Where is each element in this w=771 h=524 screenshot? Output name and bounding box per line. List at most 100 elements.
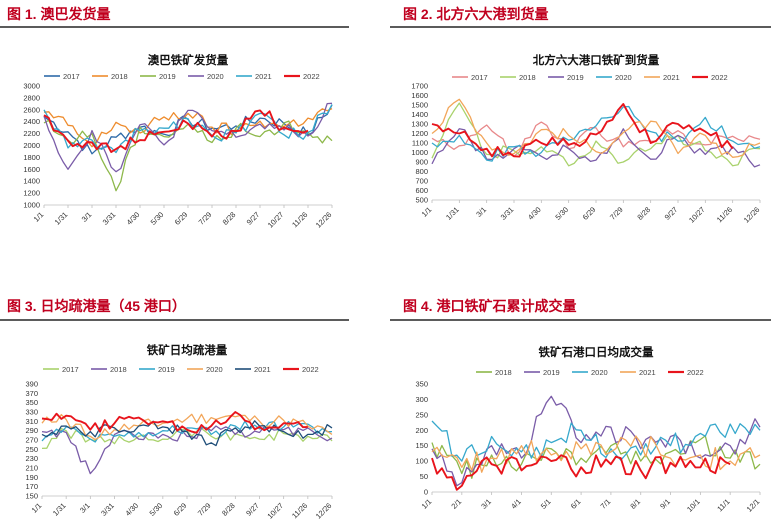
x-tick-label: 8/28 bbox=[220, 501, 237, 518]
y-tick-label: 170 bbox=[25, 482, 38, 491]
x-tick-label: 1/1 bbox=[420, 497, 434, 511]
series-line-2019 bbox=[43, 119, 333, 192]
y-tick-label: 150 bbox=[415, 441, 428, 450]
x-tick-label: 5/1 bbox=[539, 497, 553, 511]
x-tick-label: 11/26 bbox=[290, 210, 309, 229]
figure-2-rule bbox=[390, 26, 771, 28]
x-tick-label: 11/26 bbox=[715, 205, 734, 224]
y-tick-label: 800 bbox=[415, 167, 428, 176]
chart-1-panel: 澳巴铁矿发货量 2017 2018 2019 2020 2021 2022 1000 1200 1… bbox=[0, 30, 349, 270]
chart-1-svg: 澳巴铁矿发货量 2017 2018 2019 2020 2021 2022 1000 1200 1… bbox=[23, 53, 334, 230]
y-tick-label: 290 bbox=[25, 426, 38, 435]
x-tick-label: 10/27 bbox=[265, 501, 285, 521]
y-tick-label: 1700 bbox=[411, 82, 428, 91]
y-tick-label: 350 bbox=[415, 380, 428, 389]
y-tick-label: 1100 bbox=[412, 139, 428, 148]
legend-label-2022: 2022 bbox=[687, 368, 704, 377]
y-tick-label: 2200 bbox=[23, 129, 40, 138]
x-tick-label: 9/27 bbox=[663, 205, 680, 222]
x-tick-label: 12/26 bbox=[314, 210, 334, 230]
chart-title: 铁矿日均疏港量 bbox=[147, 343, 228, 357]
series-line-2021 bbox=[41, 420, 333, 447]
legend-label-2019: 2019 bbox=[158, 365, 175, 374]
x-tick-label: 11/1 bbox=[715, 497, 731, 513]
y-tick-label: 230 bbox=[25, 454, 38, 463]
series-line-2021 bbox=[431, 435, 761, 473]
x-tick-label: 3/31 bbox=[101, 210, 118, 227]
legend-label-2020: 2020 bbox=[206, 365, 223, 374]
x-tick-label: 8/1 bbox=[628, 497, 642, 511]
x-tick-label: 9/1 bbox=[658, 497, 672, 511]
y-tick-label: 2000 bbox=[23, 141, 40, 150]
y-tick-label: 2400 bbox=[23, 117, 40, 126]
x-tick-label: 1/31 bbox=[444, 205, 461, 222]
figure-4-heading: 图 4. 港口铁矿石累计成交量 bbox=[403, 298, 577, 314]
series-line-2020 bbox=[41, 413, 333, 441]
x-tick-label: 4/30 bbox=[125, 210, 142, 227]
x-tick-label: 10/1 bbox=[685, 497, 702, 514]
chart-4-panel: 铁矿石港口日均成交量 2018 2019 2020 2021 2022 0 50 100 150 2… bbox=[390, 322, 771, 524]
x-tick-label: 7/29 bbox=[196, 501, 213, 518]
x-tick-label: 1/1 bbox=[30, 501, 44, 515]
x-tick-label: 2/1 bbox=[449, 497, 463, 511]
y-tick-label: 3000 bbox=[23, 82, 40, 91]
figure-1-rule bbox=[0, 26, 349, 28]
x-tick-label: 5/30 bbox=[149, 210, 166, 227]
x-tick-label: 9/27 bbox=[245, 210, 262, 227]
y-tick-label: 700 bbox=[415, 177, 428, 186]
x-tick-label: 12/1 bbox=[745, 497, 762, 514]
y-tick-label: 1200 bbox=[23, 189, 40, 198]
x-tick-label: 3/1 bbox=[78, 501, 92, 515]
legend-label-2021: 2021 bbox=[663, 73, 680, 82]
legend-label-2022: 2022 bbox=[302, 365, 319, 374]
legend-label-2020: 2020 bbox=[591, 368, 608, 377]
y-tick-label: 1000 bbox=[411, 148, 428, 157]
y-tick-label: 100 bbox=[415, 457, 428, 466]
y-tick-label: 0 bbox=[424, 488, 428, 497]
x-tick-label: 4/30 bbox=[123, 501, 140, 518]
x-tick-label: 6/1 bbox=[569, 497, 583, 511]
legend-label-2018: 2018 bbox=[110, 365, 127, 374]
x-tick-label: 10/27 bbox=[687, 205, 707, 225]
x-tick-label: 3/1 bbox=[474, 205, 488, 219]
x-tick-label: 8/28 bbox=[635, 205, 652, 222]
y-tick-label: 390 bbox=[25, 380, 38, 389]
legend-label-2019: 2019 bbox=[543, 368, 560, 377]
series-line-2020 bbox=[431, 105, 761, 162]
x-tick-label: 6/29 bbox=[173, 210, 190, 227]
y-tick-label: 190 bbox=[25, 473, 38, 482]
y-tick-label: 150 bbox=[25, 492, 38, 501]
series-line-2022 bbox=[431, 454, 731, 491]
series-line-2020 bbox=[43, 102, 333, 173]
legend-label-2020: 2020 bbox=[615, 73, 632, 82]
legend-label-2022: 2022 bbox=[303, 72, 320, 81]
y-tick-label: 350 bbox=[25, 398, 38, 407]
y-tick-label: 1000 bbox=[23, 201, 40, 210]
x-tick-label: 7/29 bbox=[608, 205, 625, 222]
series-line-2022 bbox=[431, 103, 734, 158]
y-tick-label: 2800 bbox=[23, 93, 40, 102]
x-tick-label: 10/27 bbox=[266, 210, 286, 230]
chart-3-panel: 铁矿日均疏港量 2017 2018 2019 2020 2021 2022 150 170 190… bbox=[0, 322, 349, 524]
series-line-2018 bbox=[43, 108, 333, 148]
x-tick-label: 6/29 bbox=[172, 501, 189, 518]
legend-label-2019: 2019 bbox=[567, 73, 584, 82]
y-tick-label: 200 bbox=[415, 426, 428, 435]
y-tick-label: 250 bbox=[415, 410, 428, 419]
x-tick-label: 12/26 bbox=[314, 501, 334, 521]
chart-3-svg: 铁矿日均疏港量 2017 2018 2019 2020 2021 2022 150170190… bbox=[25, 343, 334, 521]
series-line-2022 bbox=[43, 109, 309, 153]
chart-title: 澳巴铁矿发货量 bbox=[148, 53, 229, 67]
x-tick-label: 4/1 bbox=[509, 497, 523, 511]
chart-title: 铁矿石港口日均成交量 bbox=[539, 345, 654, 359]
x-tick-label: 3/31 bbox=[499, 205, 516, 222]
y-tick-label: 270 bbox=[25, 436, 38, 445]
legend-label-2017: 2017 bbox=[62, 365, 79, 374]
figure-1-heading: 图 1. 澳巴发货量 bbox=[7, 6, 111, 22]
figure-3-heading: 图 3. 日均疏港量（45 港口） bbox=[7, 298, 186, 314]
y-tick-label: 300 bbox=[415, 395, 428, 404]
legend-label-2019: 2019 bbox=[159, 72, 176, 81]
y-tick-label: 900 bbox=[415, 158, 428, 167]
legend-label-2021: 2021 bbox=[639, 368, 656, 377]
x-tick-label: 7/1 bbox=[599, 497, 613, 511]
